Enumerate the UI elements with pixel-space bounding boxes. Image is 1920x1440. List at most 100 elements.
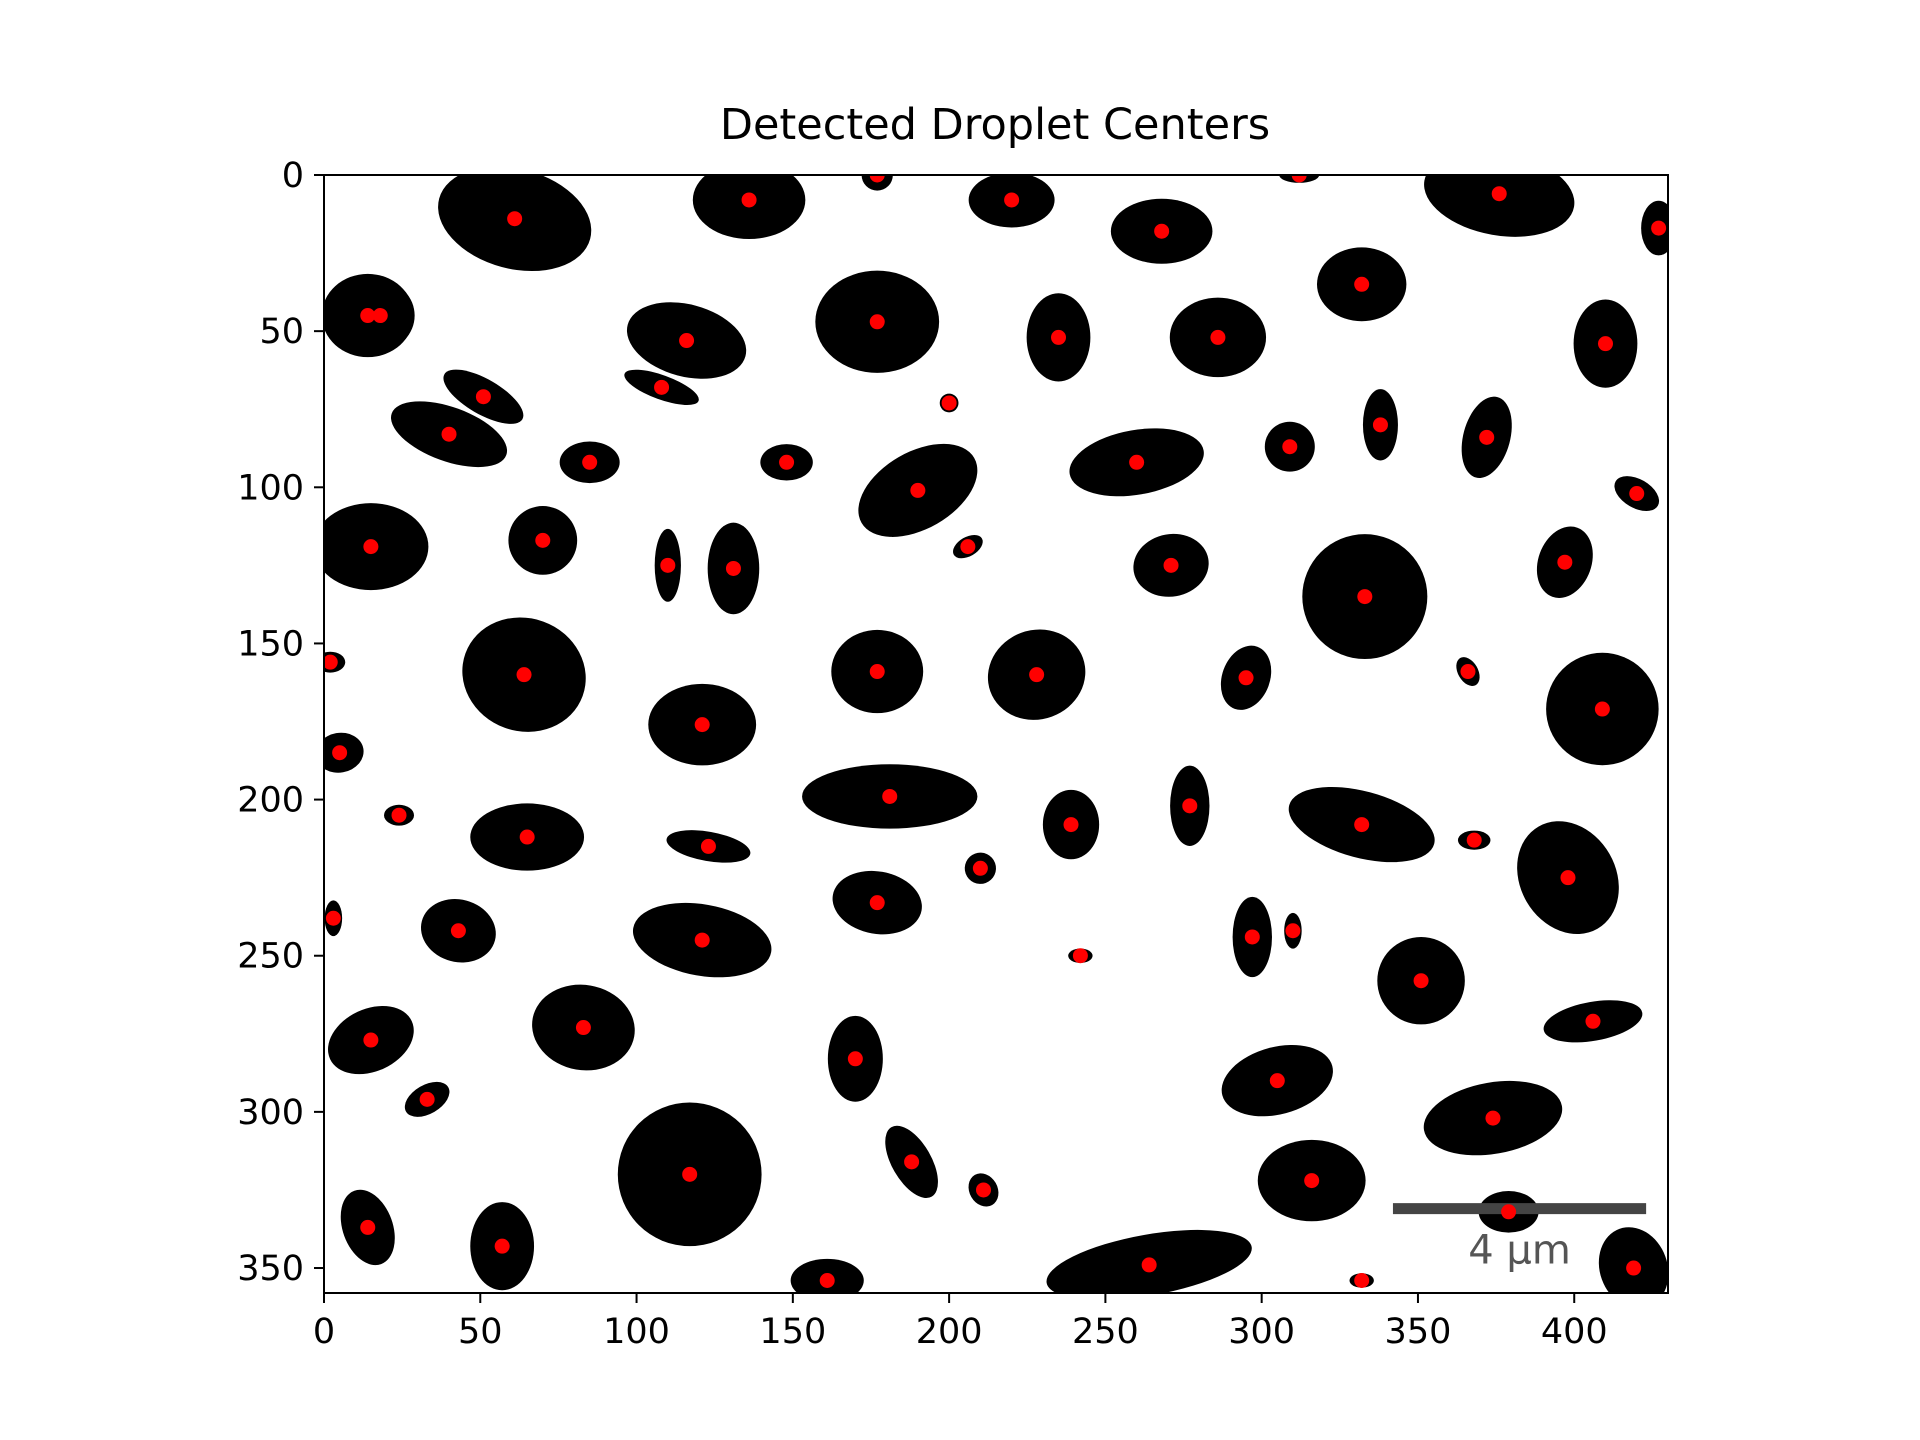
- x-tick-label: 400: [1541, 1312, 1608, 1352]
- axes-border: [323, 174, 1669, 1294]
- center-point: [519, 829, 535, 845]
- center-point: [1597, 336, 1613, 352]
- center-point: [1141, 1257, 1157, 1273]
- center-point: [700, 838, 716, 854]
- center-point: [1594, 701, 1610, 717]
- center-point: [1291, 175, 1307, 183]
- center-point: [1479, 429, 1495, 445]
- y-tick-label: 150: [237, 624, 304, 664]
- center-point: [360, 308, 376, 324]
- center-point: [324, 654, 338, 670]
- center-point: [575, 1020, 591, 1036]
- center-point: [1501, 1204, 1517, 1220]
- center-point: [1285, 923, 1301, 939]
- center-point: [1372, 417, 1388, 433]
- center-point: [975, 1182, 991, 1198]
- x-tick-label: 250: [1072, 1312, 1139, 1352]
- center-point: [741, 192, 757, 208]
- center-point: [507, 211, 523, 227]
- center-point: [1154, 223, 1170, 239]
- center-point: [1182, 798, 1198, 814]
- y-axis: 0 50 100 150 200 250 300 350: [237, 156, 324, 1289]
- center-point: [1004, 192, 1020, 208]
- center-point: [882, 788, 898, 804]
- center-point: [1354, 817, 1370, 833]
- center-point: [1244, 929, 1260, 945]
- center-point: [1051, 329, 1067, 345]
- center-point: [660, 557, 676, 573]
- plot-area: 4 µm: [324, 175, 1668, 1293]
- x-tick-label: 0: [313, 1312, 335, 1352]
- center-point: [847, 1051, 863, 1067]
- center-points: [324, 175, 1667, 1289]
- center-point: [419, 1091, 435, 1107]
- center-point: [679, 333, 695, 349]
- center-point: [1163, 557, 1179, 573]
- x-tick-label: 50: [458, 1312, 503, 1352]
- center-point: [869, 895, 885, 911]
- center-point: [363, 1032, 379, 1048]
- center-point: [516, 667, 532, 683]
- center-point: [904, 1154, 920, 1170]
- center-point: [391, 807, 407, 823]
- center-point: [372, 308, 388, 324]
- droplet-blob: [861, 175, 893, 191]
- center-point: [360, 1219, 376, 1235]
- center-point: [1304, 1173, 1320, 1189]
- center-point: [1072, 948, 1088, 964]
- center-point: [1460, 664, 1476, 680]
- center-point: [869, 314, 885, 330]
- center-point: [1063, 817, 1079, 833]
- y-tick-label: 200: [237, 781, 304, 821]
- center-point: [725, 560, 741, 576]
- center-point: [960, 539, 976, 555]
- x-tick-label: 300: [1228, 1312, 1295, 1352]
- center-point: [535, 532, 551, 548]
- center-point: [910, 482, 926, 498]
- y-tick-label: 300: [237, 1093, 304, 1133]
- center-point: [1485, 1110, 1501, 1126]
- y-tick-label: 100: [237, 468, 304, 508]
- center-point: [325, 910, 341, 926]
- center-point: [1282, 439, 1298, 455]
- axes-frame: [323, 174, 1669, 1294]
- center-point: [694, 932, 710, 948]
- x-tick-label: 150: [759, 1312, 826, 1352]
- center-point: [869, 175, 885, 183]
- center-point: [1354, 276, 1370, 292]
- x-tick-label: 200: [916, 1312, 983, 1352]
- center-point: [1357, 589, 1373, 605]
- center-point: [1585, 1013, 1601, 1029]
- center-point: [694, 717, 710, 733]
- x-tick-label: 100: [603, 1312, 670, 1352]
- center-point: [1029, 667, 1045, 683]
- center-point: [1238, 670, 1254, 686]
- center-point: [779, 454, 795, 470]
- center-point: [1354, 1273, 1370, 1289]
- plot-content: 4 µm: [324, 175, 1668, 1293]
- center-point: [941, 395, 957, 411]
- center-point: [1651, 220, 1667, 236]
- center-point: [1629, 486, 1645, 502]
- center-point: [1557, 554, 1573, 570]
- center-point: [654, 379, 670, 395]
- x-tick-label: 350: [1385, 1312, 1452, 1352]
- center-point: [494, 1238, 510, 1254]
- center-point: [332, 745, 348, 761]
- chart-title: Detected Droplet Centers: [719, 100, 1271, 150]
- center-point: [972, 860, 988, 876]
- center-point: [582, 454, 598, 470]
- center-point: [475, 389, 491, 405]
- center-point: [1210, 329, 1226, 345]
- center-point: [1560, 870, 1576, 886]
- center-point: [1129, 454, 1145, 470]
- y-tick-label: 50: [259, 312, 304, 352]
- center-point: [1466, 832, 1482, 848]
- center-point: [1269, 1073, 1285, 1089]
- x-axis: 0 50 100 150 200 250 300 350 400: [313, 1293, 1608, 1352]
- center-point: [1626, 1260, 1642, 1276]
- center-point: [869, 664, 885, 680]
- center-point: [450, 923, 466, 939]
- center-point: [441, 426, 457, 442]
